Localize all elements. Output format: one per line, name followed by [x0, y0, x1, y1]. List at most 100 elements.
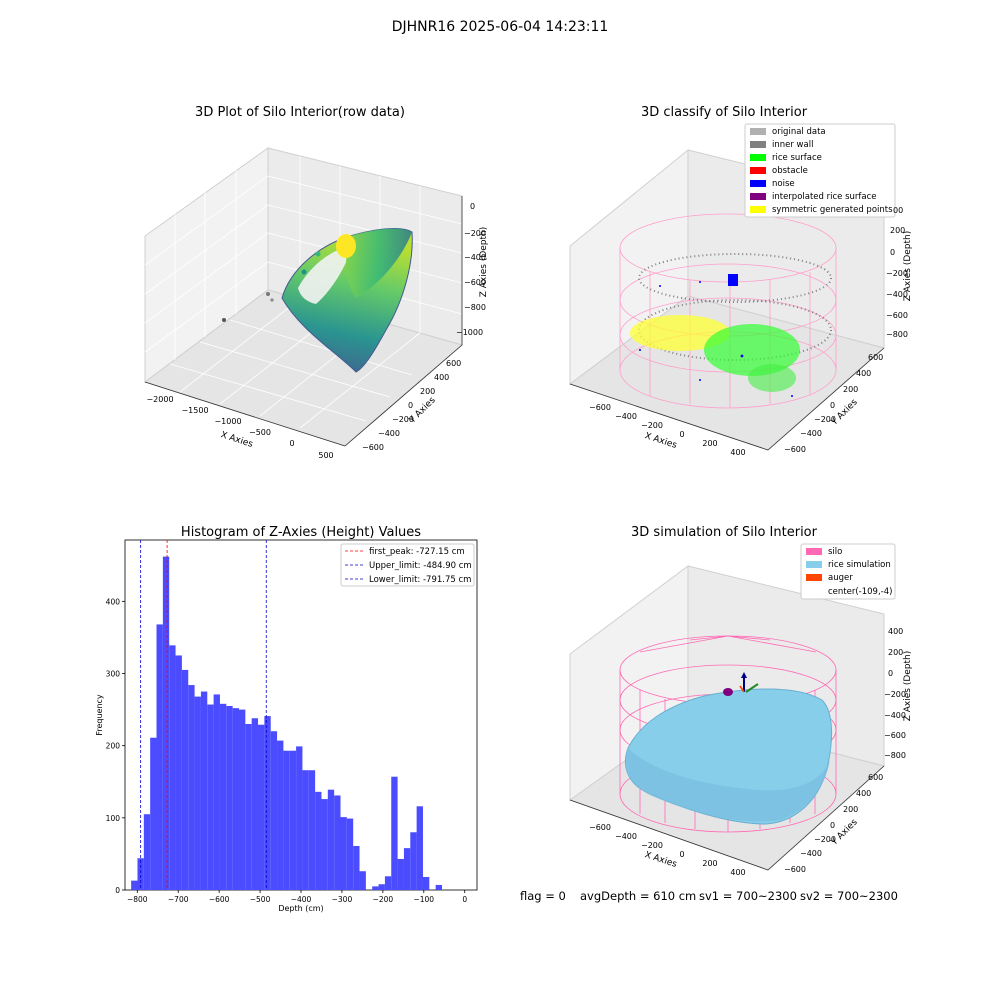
histogram-bar	[416, 806, 423, 890]
histogram-bar	[156, 624, 163, 890]
histogram-bar	[232, 708, 239, 890]
raw-cloud-yellow-patch	[336, 234, 356, 258]
histogram-bar	[397, 858, 404, 890]
raw-y-tick-labels: 600 400 200 0 −200 −400 −600	[362, 359, 461, 452]
raw-x-tick: −1000	[214, 417, 241, 426]
histogram-y-tick-label: 200	[106, 742, 121, 751]
simulation-z-tick: −200	[884, 690, 906, 699]
classify-y-tick: 200	[843, 385, 858, 394]
classify-z-tick-partial: 00	[893, 206, 903, 215]
status-sv1: sv1 = 700~2300	[699, 889, 797, 903]
panel-raw-title: 3D Plot of Silo Interior(row data)	[195, 105, 405, 120]
status-flag: flag = 0	[520, 889, 566, 903]
histogram-bar	[200, 691, 208, 890]
raw-x-tick-labels: −2000 −1500 −1000 −500 0 500	[146, 395, 333, 460]
simulation-legend-frame	[800, 543, 896, 600]
histogram-y-tick-label: 100	[106, 814, 121, 823]
raw-outlier-point	[266, 292, 270, 296]
legend-label-rice-simulation: rice simulation	[828, 560, 891, 570]
histogram-bar	[219, 703, 227, 890]
classify-x-tick: 0	[679, 430, 684, 439]
histogram-x-ticks: −800 −700 −600 −500 −400 −300 −200 −100 0	[127, 890, 467, 904]
legend-label-obstacle: obstacle	[772, 166, 808, 176]
histogram-bar	[302, 770, 309, 890]
histogram-bar	[131, 880, 138, 890]
classify-x-tick: −400	[615, 412, 637, 421]
classify-y-tick-labels: 600 400 200 0 −200 −400 −600	[784, 353, 883, 454]
figure-suptitle: DJHNR16 2025-06-04 14:23:11	[392, 19, 609, 35]
simulation-y-tick: 200	[843, 805, 858, 814]
classify-noise-point	[791, 395, 793, 397]
classify-x-tick: −200	[641, 421, 663, 430]
classify-rice-surface-green	[704, 324, 800, 376]
panel-simulation-3d: 3D simulation of Silo Interior	[568, 525, 913, 877]
legend-swatch-rice-surface	[750, 154, 766, 161]
histogram-y-ticks: 0 100 200 300 400	[106, 597, 125, 895]
simulation-z-tick: −600	[884, 731, 906, 740]
classify-z-axis-label: Z Axies (Depth)	[903, 231, 913, 302]
legend-label-inner-wall: inner wall	[772, 140, 813, 150]
raw-z-axis-label: Z Axies (Depth)	[479, 227, 489, 298]
simulation-rice-surface-shade	[626, 748, 830, 822]
simulation-z-tick: −400	[884, 711, 906, 720]
simulation-z-tick: −800	[884, 751, 906, 760]
histogram-bars	[131, 556, 443, 890]
raw-y-tick: −400	[378, 429, 400, 438]
histogram-bar	[321, 799, 328, 890]
histogram-bar	[422, 877, 430, 890]
histogram-y-tick-label: 0	[115, 886, 120, 895]
simulation-y-tick: −600	[784, 865, 806, 874]
legend-swatch-auger	[806, 574, 822, 581]
histogram-bar	[251, 718, 259, 890]
histogram-bar	[207, 704, 214, 890]
histogram-x-tick-label: −500	[250, 895, 271, 904]
raw-z-tick: −600	[464, 278, 486, 287]
raw-y-tick: 0	[408, 401, 413, 410]
histogram-bar	[296, 746, 303, 890]
histogram-title: Histogram of Z-Axies (Height) Values	[181, 525, 421, 540]
raw-y-tick: 600	[446, 359, 461, 368]
raw-y-axis-line	[344, 344, 463, 447]
raw-x-tick: −2000	[146, 395, 173, 404]
raw-y-tick: 200	[420, 387, 435, 396]
histogram-bar	[410, 832, 417, 890]
histogram-bar	[245, 724, 252, 890]
histogram-x-tick-label: −100	[413, 895, 434, 904]
simulation-z-tick-labels: 400 200 0 −200 −400 −600 −800	[884, 627, 906, 760]
raw-y-axis-label: Y Axies	[407, 395, 438, 426]
legend-label-lower-limit: Lower_limit: -791.75 cm	[369, 575, 471, 585]
status-footer: flag = 0 avgDepth = 610 cm sv1 = 700~230…	[520, 889, 898, 903]
simulation-auger-marker	[723, 672, 759, 696]
simulation-auger-arrow-z-head	[741, 672, 747, 678]
histogram-bar	[226, 705, 233, 890]
legend-label-interpolated: interpolated rice surface	[772, 192, 877, 202]
legend-label-noise: noise	[772, 179, 795, 189]
legend-label-center: center(-109,-4)	[828, 587, 892, 597]
histogram-bar	[435, 884, 443, 890]
raw-y-tick: 400	[434, 373, 449, 382]
status-avg-depth: avgDepth = 610 cm	[580, 889, 696, 903]
classify-inner-wall-ring-upper	[638, 253, 832, 303]
legend-swatch-rice-simulation	[806, 561, 822, 568]
classify-x-tick-labels: −600 −400 −200 0 200 400	[589, 403, 746, 457]
classify-noise-cluster	[728, 274, 738, 286]
classify-legend: original data inner wall rice surface ob…	[744, 123, 896, 218]
simulation-auger-arrow-x	[745, 683, 759, 693]
raw-x-tick: −1500	[181, 406, 208, 415]
legend-label-upper-limit: Upper_limit: -484.90 cm	[369, 561, 472, 571]
histogram-bar	[213, 694, 220, 890]
classify-noise-point	[639, 349, 641, 351]
histogram-legend-frame	[340, 543, 475, 587]
legend-swatch-obstacle	[750, 167, 766, 174]
simulation-z-tick: 0	[888, 669, 893, 678]
legend-label-first-peak: first_peak: -727.15 cm	[369, 547, 465, 557]
legend-swatch-silo	[806, 548, 822, 555]
classify-symmetric-points-yellow	[630, 315, 730, 351]
legend-swatch-interpolated	[750, 193, 766, 200]
histogram-reference-lines	[140, 540, 267, 890]
histogram-x-tick-label: −700	[168, 895, 189, 904]
panel-raw-3d: 3D Plot of Silo Interior(row data)	[143, 105, 489, 460]
classify-x-tick: 200	[702, 439, 717, 448]
histogram-bar	[372, 886, 379, 890]
raw-cloud-rim	[346, 228, 412, 298]
